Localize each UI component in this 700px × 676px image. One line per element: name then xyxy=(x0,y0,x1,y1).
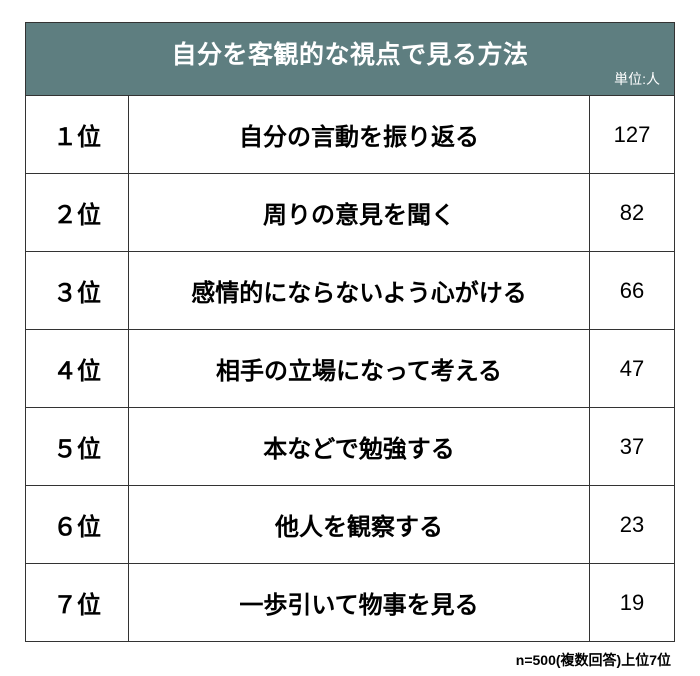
rank-cell: ５位 xyxy=(26,408,129,485)
rank-cell: ７位 xyxy=(26,564,129,641)
value-cell: 127 xyxy=(590,96,674,173)
unit-label: 単位:人 xyxy=(614,69,660,89)
value-cell: 19 xyxy=(590,564,674,641)
table-row: ３位 感情的にならないよう心がける 66 xyxy=(26,251,674,329)
value-cell: 66 xyxy=(590,252,674,329)
label-cell: 相手の立場になって考える xyxy=(129,330,590,407)
table-row: ７位 一歩引いて物事を見る 19 xyxy=(26,563,674,641)
value-cell: 82 xyxy=(590,174,674,251)
value-cell: 37 xyxy=(590,408,674,485)
ranking-table: 自分を客観的な視点で見る方法 単位:人 １位 自分の言動を振り返る 127 ２位… xyxy=(25,22,675,642)
table-row: ２位 周りの意見を聞く 82 xyxy=(26,173,674,251)
rank-cell: ６位 xyxy=(26,486,129,563)
table-row: ４位 相手の立場になって考える 47 xyxy=(26,329,674,407)
table-header: 自分を客観的な視点で見る方法 単位:人 xyxy=(26,23,674,95)
label-cell: 周りの意見を聞く xyxy=(129,174,590,251)
rank-cell: ２位 xyxy=(26,174,129,251)
value-cell: 47 xyxy=(590,330,674,407)
label-cell: 他人を観察する xyxy=(129,486,590,563)
rank-cell: ３位 xyxy=(26,252,129,329)
label-cell: 感情的にならないよう心がける xyxy=(129,252,590,329)
label-cell: 自分の言動を振り返る xyxy=(129,96,590,173)
table-row: １位 自分の言動を振り返る 127 xyxy=(26,95,674,173)
rank-cell: ４位 xyxy=(26,330,129,407)
table-row: ６位 他人を観察する 23 xyxy=(26,485,674,563)
label-cell: 一歩引いて物事を見る xyxy=(129,564,590,641)
value-cell: 23 xyxy=(590,486,674,563)
footnote: n=500(複数回答)上位7位 xyxy=(25,650,675,670)
label-cell: 本などで勉強する xyxy=(129,408,590,485)
table-title: 自分を客観的な視点で見る方法 xyxy=(36,35,664,71)
table-row: ５位 本などで勉強する 37 xyxy=(26,407,674,485)
rank-cell: １位 xyxy=(26,96,129,173)
